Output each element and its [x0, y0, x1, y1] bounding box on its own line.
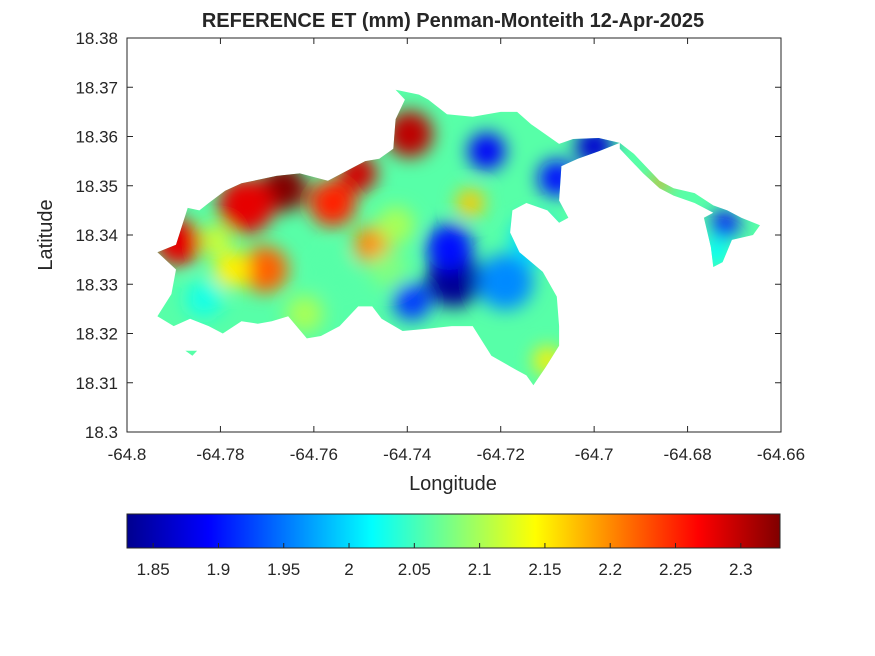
- x-tick-label-2: -64.76: [290, 445, 338, 464]
- x-tick-label-7: -64.66: [757, 445, 805, 464]
- colorbar-gradient: [126, 513, 781, 549]
- y-tick-label-4: 18.34: [75, 226, 118, 245]
- et-spot-13: [218, 177, 275, 234]
- et-spot-1: [425, 223, 473, 271]
- chart-title: REFERENCE ET (mm) Penman-Monteith 12-Apr…: [202, 10, 704, 32]
- et-spot-15: [386, 110, 433, 158]
- et-spot-6: [477, 253, 534, 310]
- x-tick-label-3: -64.74: [383, 445, 431, 464]
- et-spot-17: [309, 179, 356, 227]
- y-tick-label-8: 18.38: [75, 29, 118, 48]
- x-axis-label: Longitude: [409, 473, 497, 495]
- et-spot-26: [369, 250, 408, 289]
- et-spot-8: [710, 211, 739, 240]
- et-spot-24: [285, 295, 324, 333]
- colorbar-tick-label-0: 1.85: [137, 560, 170, 579]
- et-spot-20: [318, 253, 356, 291]
- y-tick-label-6: 18.36: [75, 128, 118, 147]
- x-tick-label-6: -64.68: [663, 445, 711, 464]
- et-spot-23: [201, 225, 230, 254]
- y-tick-label-7: 18.37: [75, 78, 118, 97]
- x-tick-label-1: -64.78: [196, 445, 244, 464]
- et-spot-21: [213, 250, 251, 289]
- colorbar-tick-label-3: 2: [344, 560, 353, 579]
- colorbar-tick-label-7: 2.2: [598, 560, 622, 579]
- x-tick-label-4: -64.72: [477, 445, 525, 464]
- colorbar-tick-label-2: 1.95: [267, 560, 300, 579]
- y-tick-label-0: 18.3: [85, 423, 118, 442]
- x-tick-label-0: -64.8: [108, 445, 147, 464]
- x-tick-label-5: -64.7: [575, 445, 614, 464]
- colorbar-tick-label-1: 1.9: [207, 560, 231, 579]
- et-spot-19: [241, 246, 289, 293]
- et-spot-22: [185, 280, 223, 318]
- y-tick-label-3: 18.33: [75, 275, 118, 294]
- colorbar-ticks: 1.85 1.9 1.95 2 2.05 2.1 2.15 2.2 2.25 2.3: [137, 543, 753, 579]
- et-spot-25: [456, 188, 485, 218]
- et-spot-5: [393, 282, 431, 321]
- y-ticks: 18.3 18.31 18.32 18.33 18.34 18.35 18.36 18.37 1…: [75, 29, 781, 442]
- colorbar-tick-label-9: 2.3: [729, 560, 753, 579]
- colorbar-tick-label-4: 2.05: [398, 560, 431, 579]
- et-spot-28: [376, 206, 415, 244]
- y-axis-label: Latitude: [35, 199, 57, 270]
- colorbar-tick-label-5: 2.1: [468, 560, 492, 579]
- et-spot-2: [468, 132, 506, 170]
- y-tick-label-5: 18.35: [75, 177, 118, 196]
- y-tick-label-1: 18.31: [75, 374, 118, 393]
- colorbar: 1.85 1.9 1.95 2 2.05 2.1 2.15 2.2 2.25 2.3: [126, 513, 781, 579]
- plot-area: -64.8 -64.78 -64.76 -64.74 -64.72 -64.7 -64.68…: [75, 29, 805, 464]
- x-ticks: -64.8 -64.78 -64.76 -64.74 -64.72 -64.7 -64.68…: [108, 38, 805, 464]
- colorbar-tick-label-8: 2.25: [659, 560, 692, 579]
- y-tick-label-2: 18.32: [75, 325, 118, 344]
- colorbar-tick-label-6: 2.15: [528, 560, 561, 579]
